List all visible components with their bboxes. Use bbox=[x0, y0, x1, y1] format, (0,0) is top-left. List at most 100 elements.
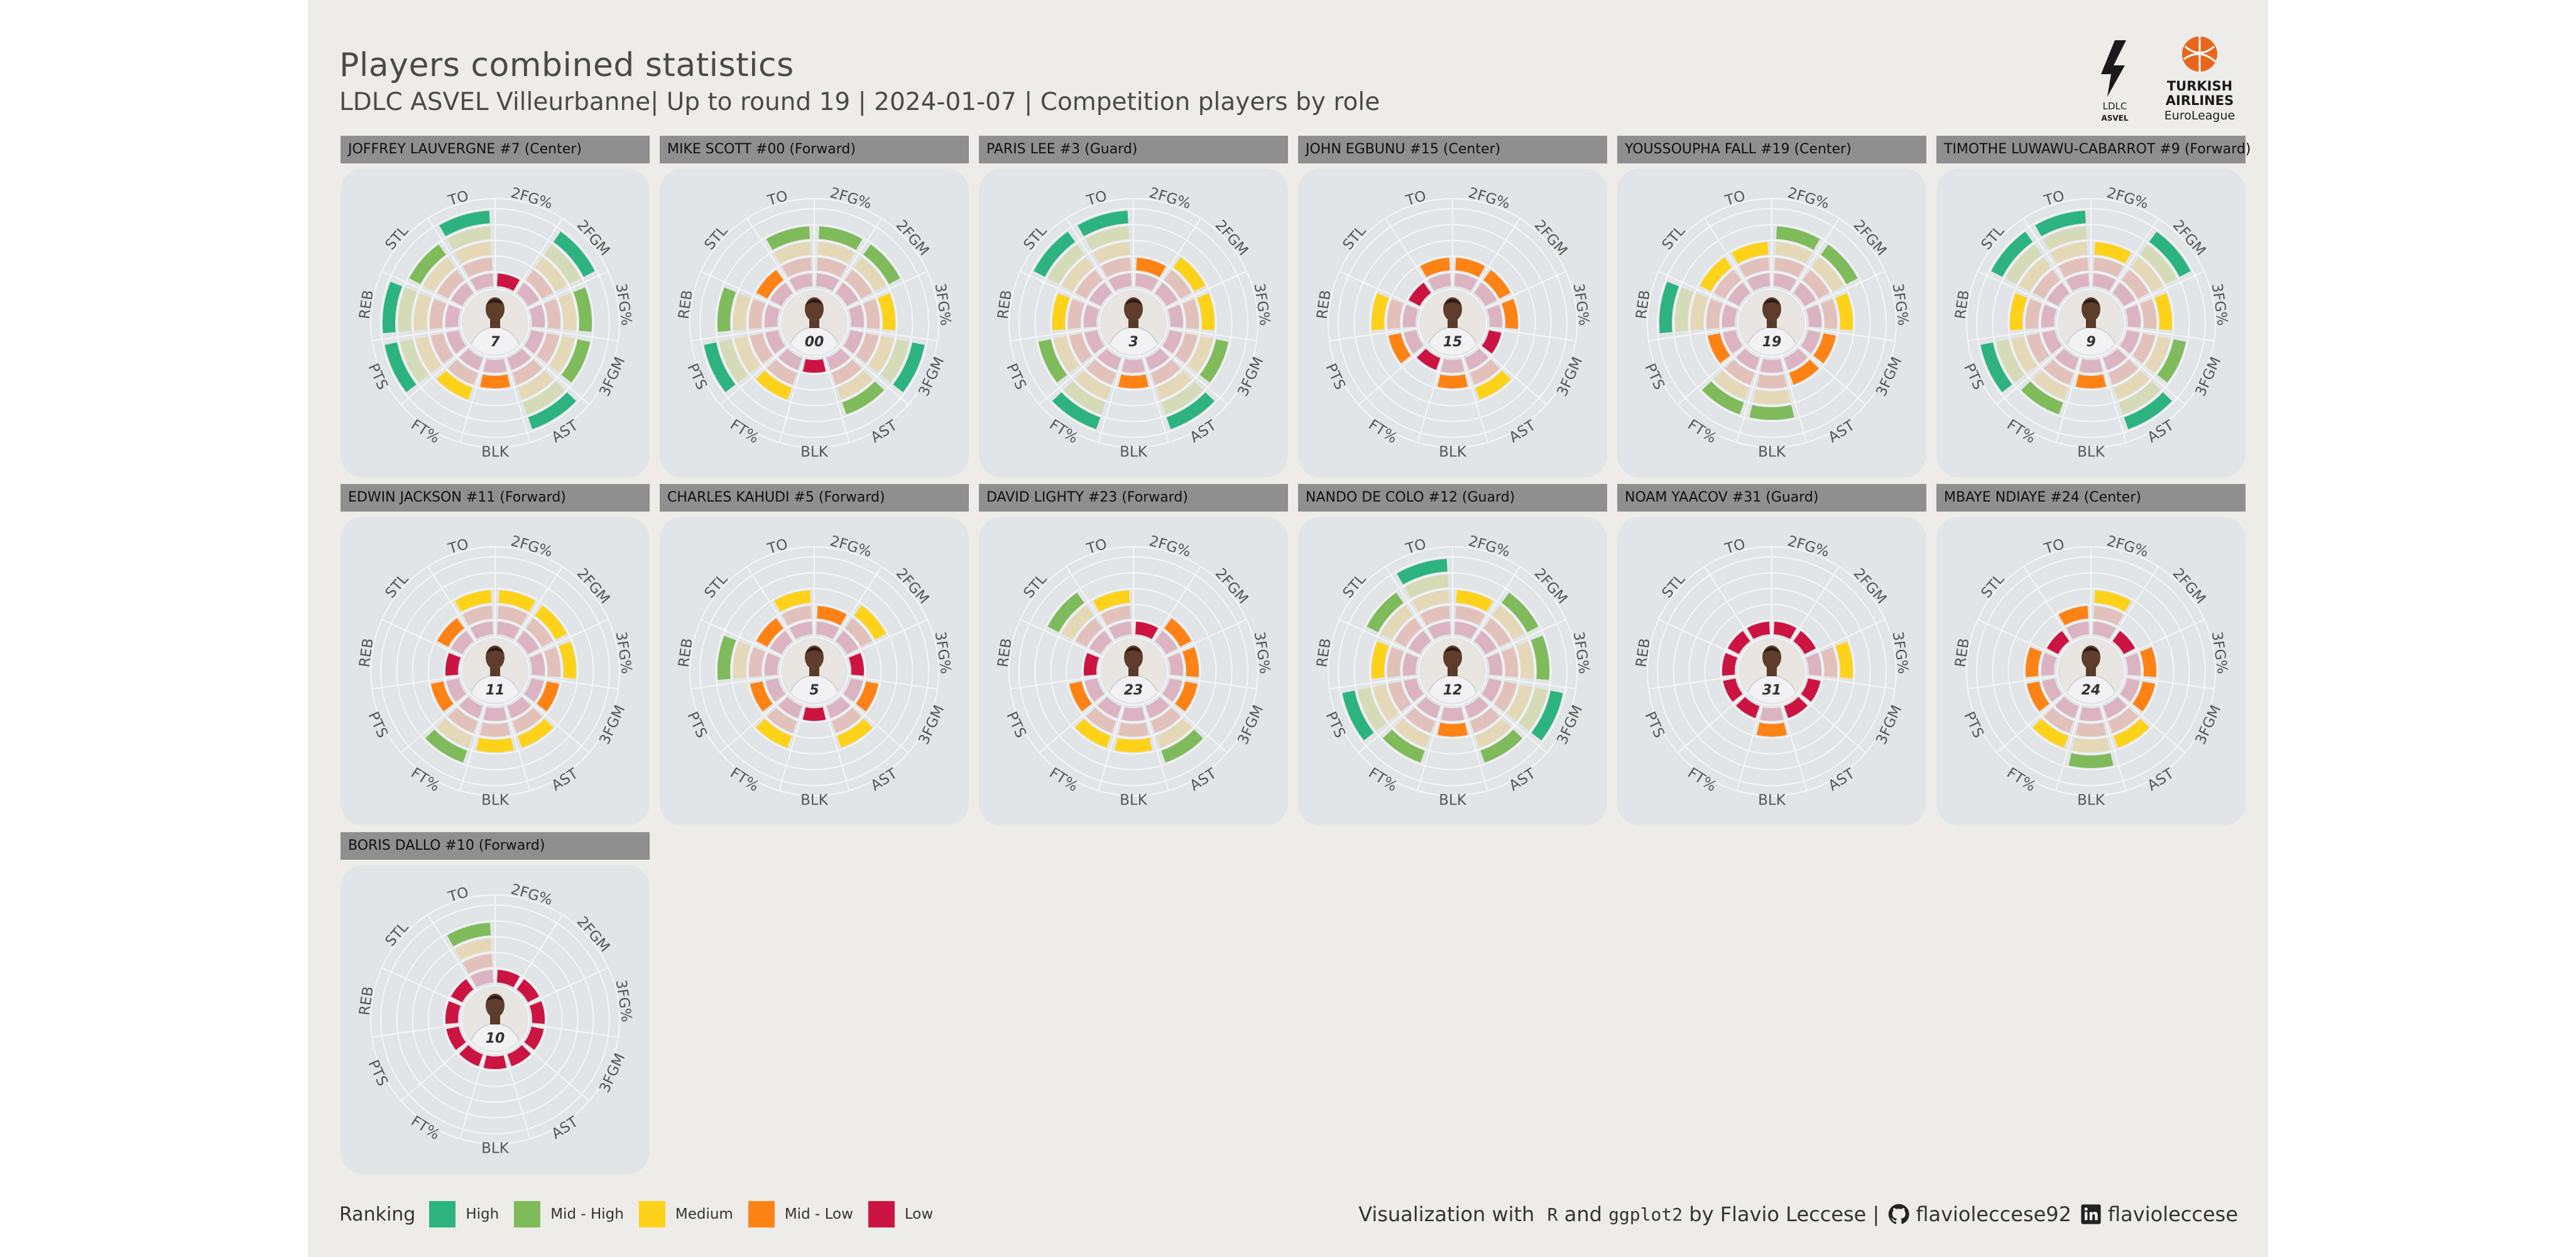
grid-spoke bbox=[2116, 344, 2186, 405]
bar-segment-stl bbox=[756, 618, 783, 647]
bar-segment-pts bbox=[1980, 342, 2012, 392]
bar-segment-2fgm bbox=[836, 282, 859, 306]
bar-segment-3fg-pct bbox=[1821, 647, 1837, 678]
bar-segment-reb bbox=[1675, 287, 1694, 332]
grid-spoke bbox=[2109, 566, 2159, 644]
bar-segment-to bbox=[2058, 606, 2088, 626]
bar-segment-3fgm bbox=[537, 333, 560, 363]
bar-segment-ast bbox=[1166, 392, 1214, 429]
jersey-number: 7 bbox=[490, 334, 500, 350]
axis-label-2fg-pct: 2FG% bbox=[509, 533, 554, 561]
bar-segment-ast bbox=[842, 381, 884, 415]
axis-label-pts: PTS bbox=[1960, 361, 1986, 392]
axis-label-blk: BLK bbox=[481, 1141, 510, 1157]
axis-label-2fgm: 2FGM bbox=[1850, 565, 1890, 607]
axis-label-3fgm: 3FGM bbox=[1235, 354, 1267, 398]
axis-label-3fgm: 3FGM bbox=[1554, 703, 1586, 747]
axis-label-2fg-pct: 2FG% bbox=[828, 185, 873, 212]
jersey-number: 10 bbox=[486, 1031, 505, 1046]
grid-spoke bbox=[400, 693, 470, 754]
bar-segment-ast bbox=[512, 360, 542, 385]
player-strip-label: EDWIN JACKSON #11 (Forward) bbox=[341, 484, 650, 512]
bar-segment-2fgm bbox=[516, 630, 540, 654]
bar-segment-to bbox=[1420, 258, 1450, 278]
grid-spoke bbox=[1020, 618, 1103, 658]
bar-segment-to bbox=[2058, 258, 2088, 278]
page-subtitle: LDLC ASVEL Villeurbanne| Up to round 19 … bbox=[339, 88, 1380, 116]
bar-segment-2fg-pct bbox=[817, 606, 847, 626]
bar-segment-ft-pct bbox=[1736, 348, 1760, 370]
bar-segment-3fg-pct bbox=[559, 641, 576, 679]
bar-segment-2fg-pct bbox=[816, 622, 839, 639]
bar-segment-ast bbox=[837, 370, 873, 400]
grid-spoke bbox=[2124, 675, 2215, 690]
bar-segment-ast bbox=[518, 718, 554, 748]
bar-segment-2fgm bbox=[1793, 282, 1816, 306]
bar-segment-ft-pct bbox=[1725, 360, 1755, 385]
bar-segment-stl bbox=[2033, 270, 2060, 299]
bar-segment-stl bbox=[1075, 618, 1103, 647]
bar-segment-ast bbox=[1161, 381, 1203, 415]
bar-segment-2fg-pct bbox=[1776, 226, 1820, 250]
bar-segment-ast bbox=[831, 360, 861, 385]
bar-segment-blk bbox=[2075, 374, 2107, 388]
axis-label-reb: REB bbox=[356, 637, 376, 669]
bar-segment-to bbox=[1101, 258, 1131, 278]
github-handle[interactable]: flavioleccese92 bbox=[1916, 1202, 2072, 1226]
player-avatar: 5 bbox=[782, 639, 846, 703]
bar-segment-to bbox=[455, 242, 492, 264]
player-avatar: 7 bbox=[463, 291, 527, 355]
linkedin-handle[interactable]: flavioleccese bbox=[2108, 1202, 2238, 1226]
bar-segment-to bbox=[1404, 574, 1448, 598]
bar-segment-3fgm bbox=[2120, 330, 2140, 354]
player-strip-label: CHARLES KAHUDI #5 (Forward) bbox=[660, 484, 969, 512]
bar-segment-2fgm bbox=[1155, 630, 1178, 654]
grid-spoke bbox=[2100, 355, 2127, 443]
bar-segment-ft-pct bbox=[2021, 381, 2063, 415]
bar-segment-ft-pct bbox=[1394, 718, 1430, 748]
bar-segment-pts bbox=[1388, 681, 1411, 711]
bar-segment-stl bbox=[423, 257, 456, 292]
bar-segment-reb bbox=[2026, 647, 2042, 678]
axis-label-2fgm: 2FGM bbox=[574, 565, 613, 607]
player-avatar: 3 bbox=[1101, 291, 1165, 355]
bar-segment-stl bbox=[1380, 605, 1413, 640]
github-icon[interactable] bbox=[1888, 1204, 1909, 1225]
bar-segment-stl bbox=[2046, 282, 2070, 306]
bar-segment-ast bbox=[1784, 696, 1808, 718]
bar-segment-2fg-pct bbox=[2093, 622, 2116, 639]
bar-segment-stl bbox=[1713, 270, 1741, 299]
bar-segment-2fgm bbox=[863, 244, 900, 285]
axis-label-3fgm: 3FGM bbox=[596, 703, 628, 747]
grid-spoke bbox=[427, 217, 478, 295]
axis-label-2fgm: 2FGM bbox=[2169, 565, 2209, 607]
bar-segment-blk bbox=[1749, 405, 1794, 420]
bar-segment-blk bbox=[2079, 359, 2103, 373]
bar-segment-pts bbox=[1404, 678, 1424, 702]
bar-segment-3fg-pct bbox=[878, 293, 895, 331]
axis-label-3fgm: 3FGM bbox=[915, 703, 947, 747]
bar-segment-ast bbox=[1145, 696, 1169, 718]
bar-segment-ft-pct bbox=[1052, 392, 1101, 429]
bar-segment-reb bbox=[398, 287, 417, 332]
linkedin-icon[interactable] bbox=[2080, 1204, 2102, 1225]
bar-segment-blk bbox=[483, 1055, 507, 1069]
bar-segment-3fg-pct bbox=[529, 1001, 545, 1024]
bar-segment-pts bbox=[2026, 333, 2049, 363]
bar-segment-ft-pct bbox=[1383, 729, 1425, 763]
jersey-number: 5 bbox=[809, 683, 819, 698]
bar-segment-3fg-pct bbox=[1502, 299, 1518, 329]
axis-label-reb: REB bbox=[675, 289, 696, 321]
bar-segment-to bbox=[1747, 273, 1770, 291]
bar-segment-3fgm bbox=[524, 330, 544, 354]
grid-spoke bbox=[459, 703, 486, 791]
bar-segment-blk bbox=[1760, 359, 1784, 373]
bar-segment-3fg-pct bbox=[1197, 293, 1214, 331]
bar-segment-2fgm bbox=[1821, 244, 1858, 285]
page-title: Players combined statistics bbox=[339, 47, 794, 84]
axis-label-to: TO bbox=[446, 188, 471, 209]
bar-segment-pts bbox=[446, 330, 466, 354]
bar-segment-2fg-pct bbox=[2093, 273, 2116, 291]
bar-segment-to bbox=[470, 622, 493, 639]
bar-segment-to bbox=[789, 622, 812, 639]
